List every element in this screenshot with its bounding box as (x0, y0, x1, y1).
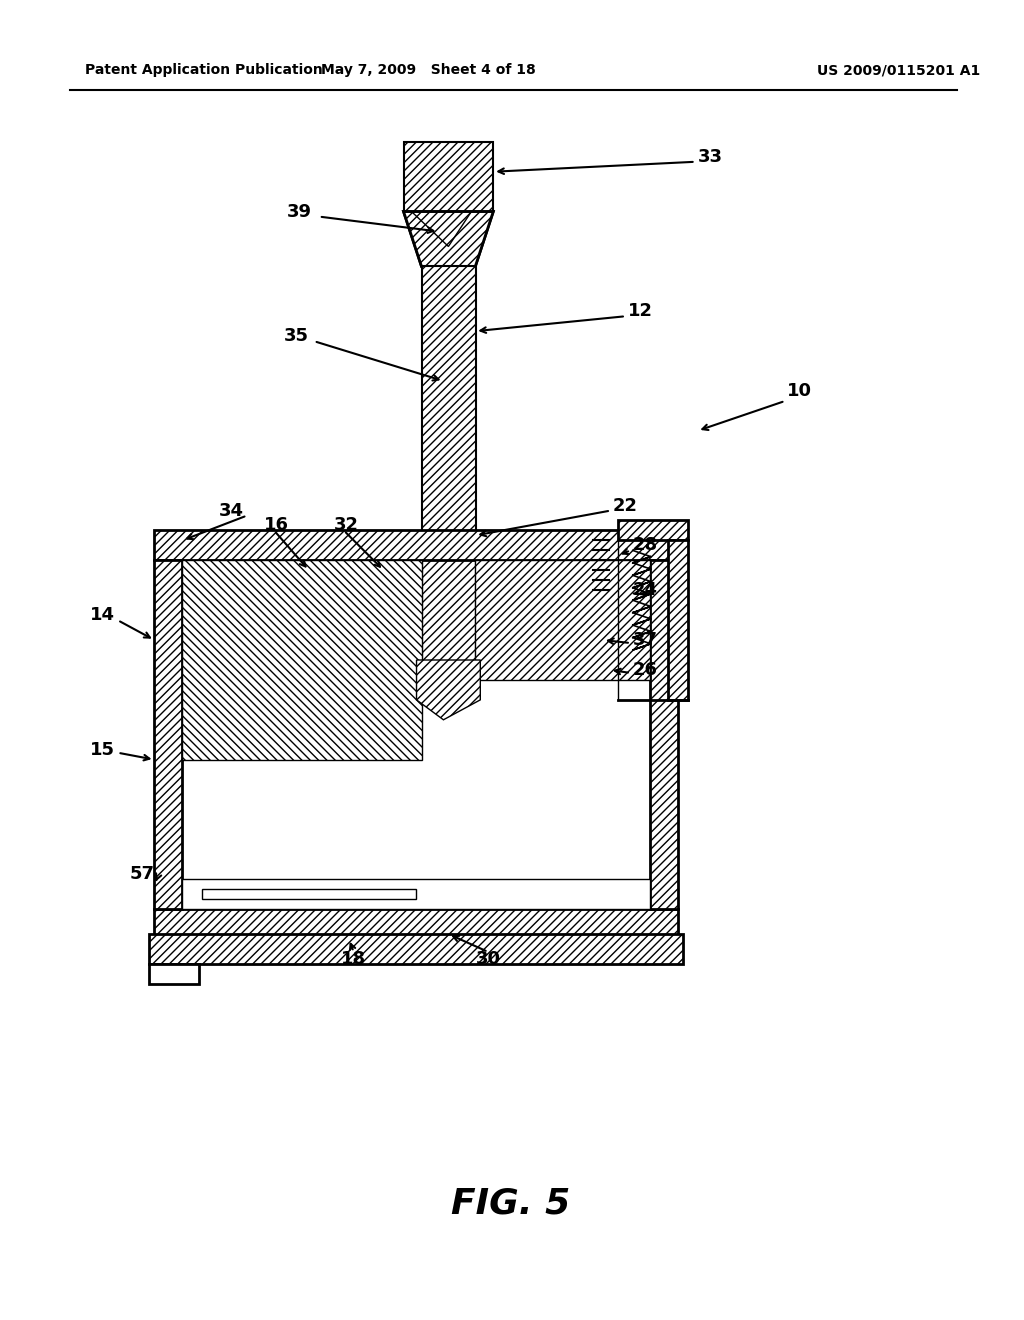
Text: Patent Application Publication: Patent Application Publication (85, 63, 323, 77)
Text: FIG. 5: FIG. 5 (451, 1187, 569, 1220)
Text: 18: 18 (341, 950, 367, 968)
Bar (475, 561, 649, 680)
Bar (150, 964, 200, 983)
Text: 12: 12 (628, 302, 652, 321)
Bar (617, 520, 687, 540)
Text: 32: 32 (334, 516, 358, 535)
Bar (668, 540, 687, 700)
Text: 15: 15 (89, 741, 115, 759)
Text: 26: 26 (633, 661, 657, 678)
Bar (182, 561, 422, 759)
Text: 35: 35 (284, 327, 309, 345)
Text: 39: 39 (287, 202, 311, 220)
Bar (403, 141, 494, 211)
Text: 34: 34 (219, 502, 244, 520)
Bar (649, 561, 678, 909)
Text: May 7, 2009   Sheet 4 of 18: May 7, 2009 Sheet 4 of 18 (322, 63, 536, 77)
Text: 22: 22 (612, 496, 638, 515)
Text: 37: 37 (633, 631, 657, 649)
Bar (155, 909, 678, 939)
Bar (150, 935, 683, 964)
Polygon shape (417, 660, 480, 719)
Text: 33: 33 (697, 148, 723, 166)
Text: 24: 24 (633, 581, 657, 599)
Bar (155, 561, 182, 909)
Bar (422, 267, 476, 680)
Polygon shape (403, 211, 494, 267)
Bar (182, 879, 649, 909)
Bar (203, 890, 416, 899)
Text: 30: 30 (476, 950, 501, 968)
Text: US 2009/0115201 A1: US 2009/0115201 A1 (817, 63, 980, 77)
Text: 28: 28 (633, 536, 657, 554)
Text: 14: 14 (89, 606, 115, 624)
Bar (155, 531, 678, 561)
Text: 57: 57 (129, 865, 155, 883)
Polygon shape (403, 211, 494, 267)
Text: 10: 10 (787, 381, 812, 400)
Text: 16: 16 (264, 516, 289, 535)
